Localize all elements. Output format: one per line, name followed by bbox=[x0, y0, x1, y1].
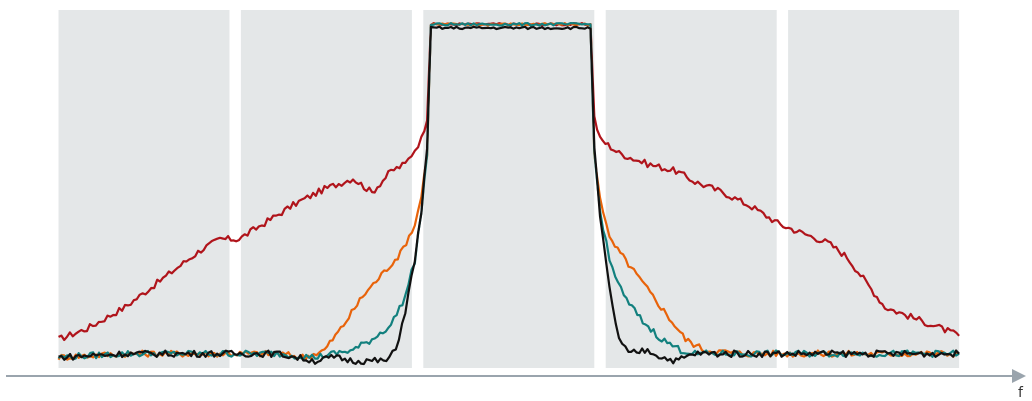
channel-bands bbox=[58, 10, 960, 368]
series-line-3 bbox=[57, 22, 960, 361]
channel-band-5 bbox=[788, 10, 960, 368]
series-group bbox=[57, 22, 960, 366]
channel-band-3 bbox=[423, 10, 595, 368]
channel-band-2 bbox=[240, 10, 412, 368]
series-line-4 bbox=[58, 25, 960, 366]
x-axis-arrow-icon bbox=[1012, 369, 1026, 383]
x-axis: f bbox=[6, 369, 1026, 401]
x-axis-label: f bbox=[1018, 385, 1024, 401]
channel-band-4 bbox=[605, 10, 777, 368]
channel-band-1 bbox=[58, 10, 230, 368]
